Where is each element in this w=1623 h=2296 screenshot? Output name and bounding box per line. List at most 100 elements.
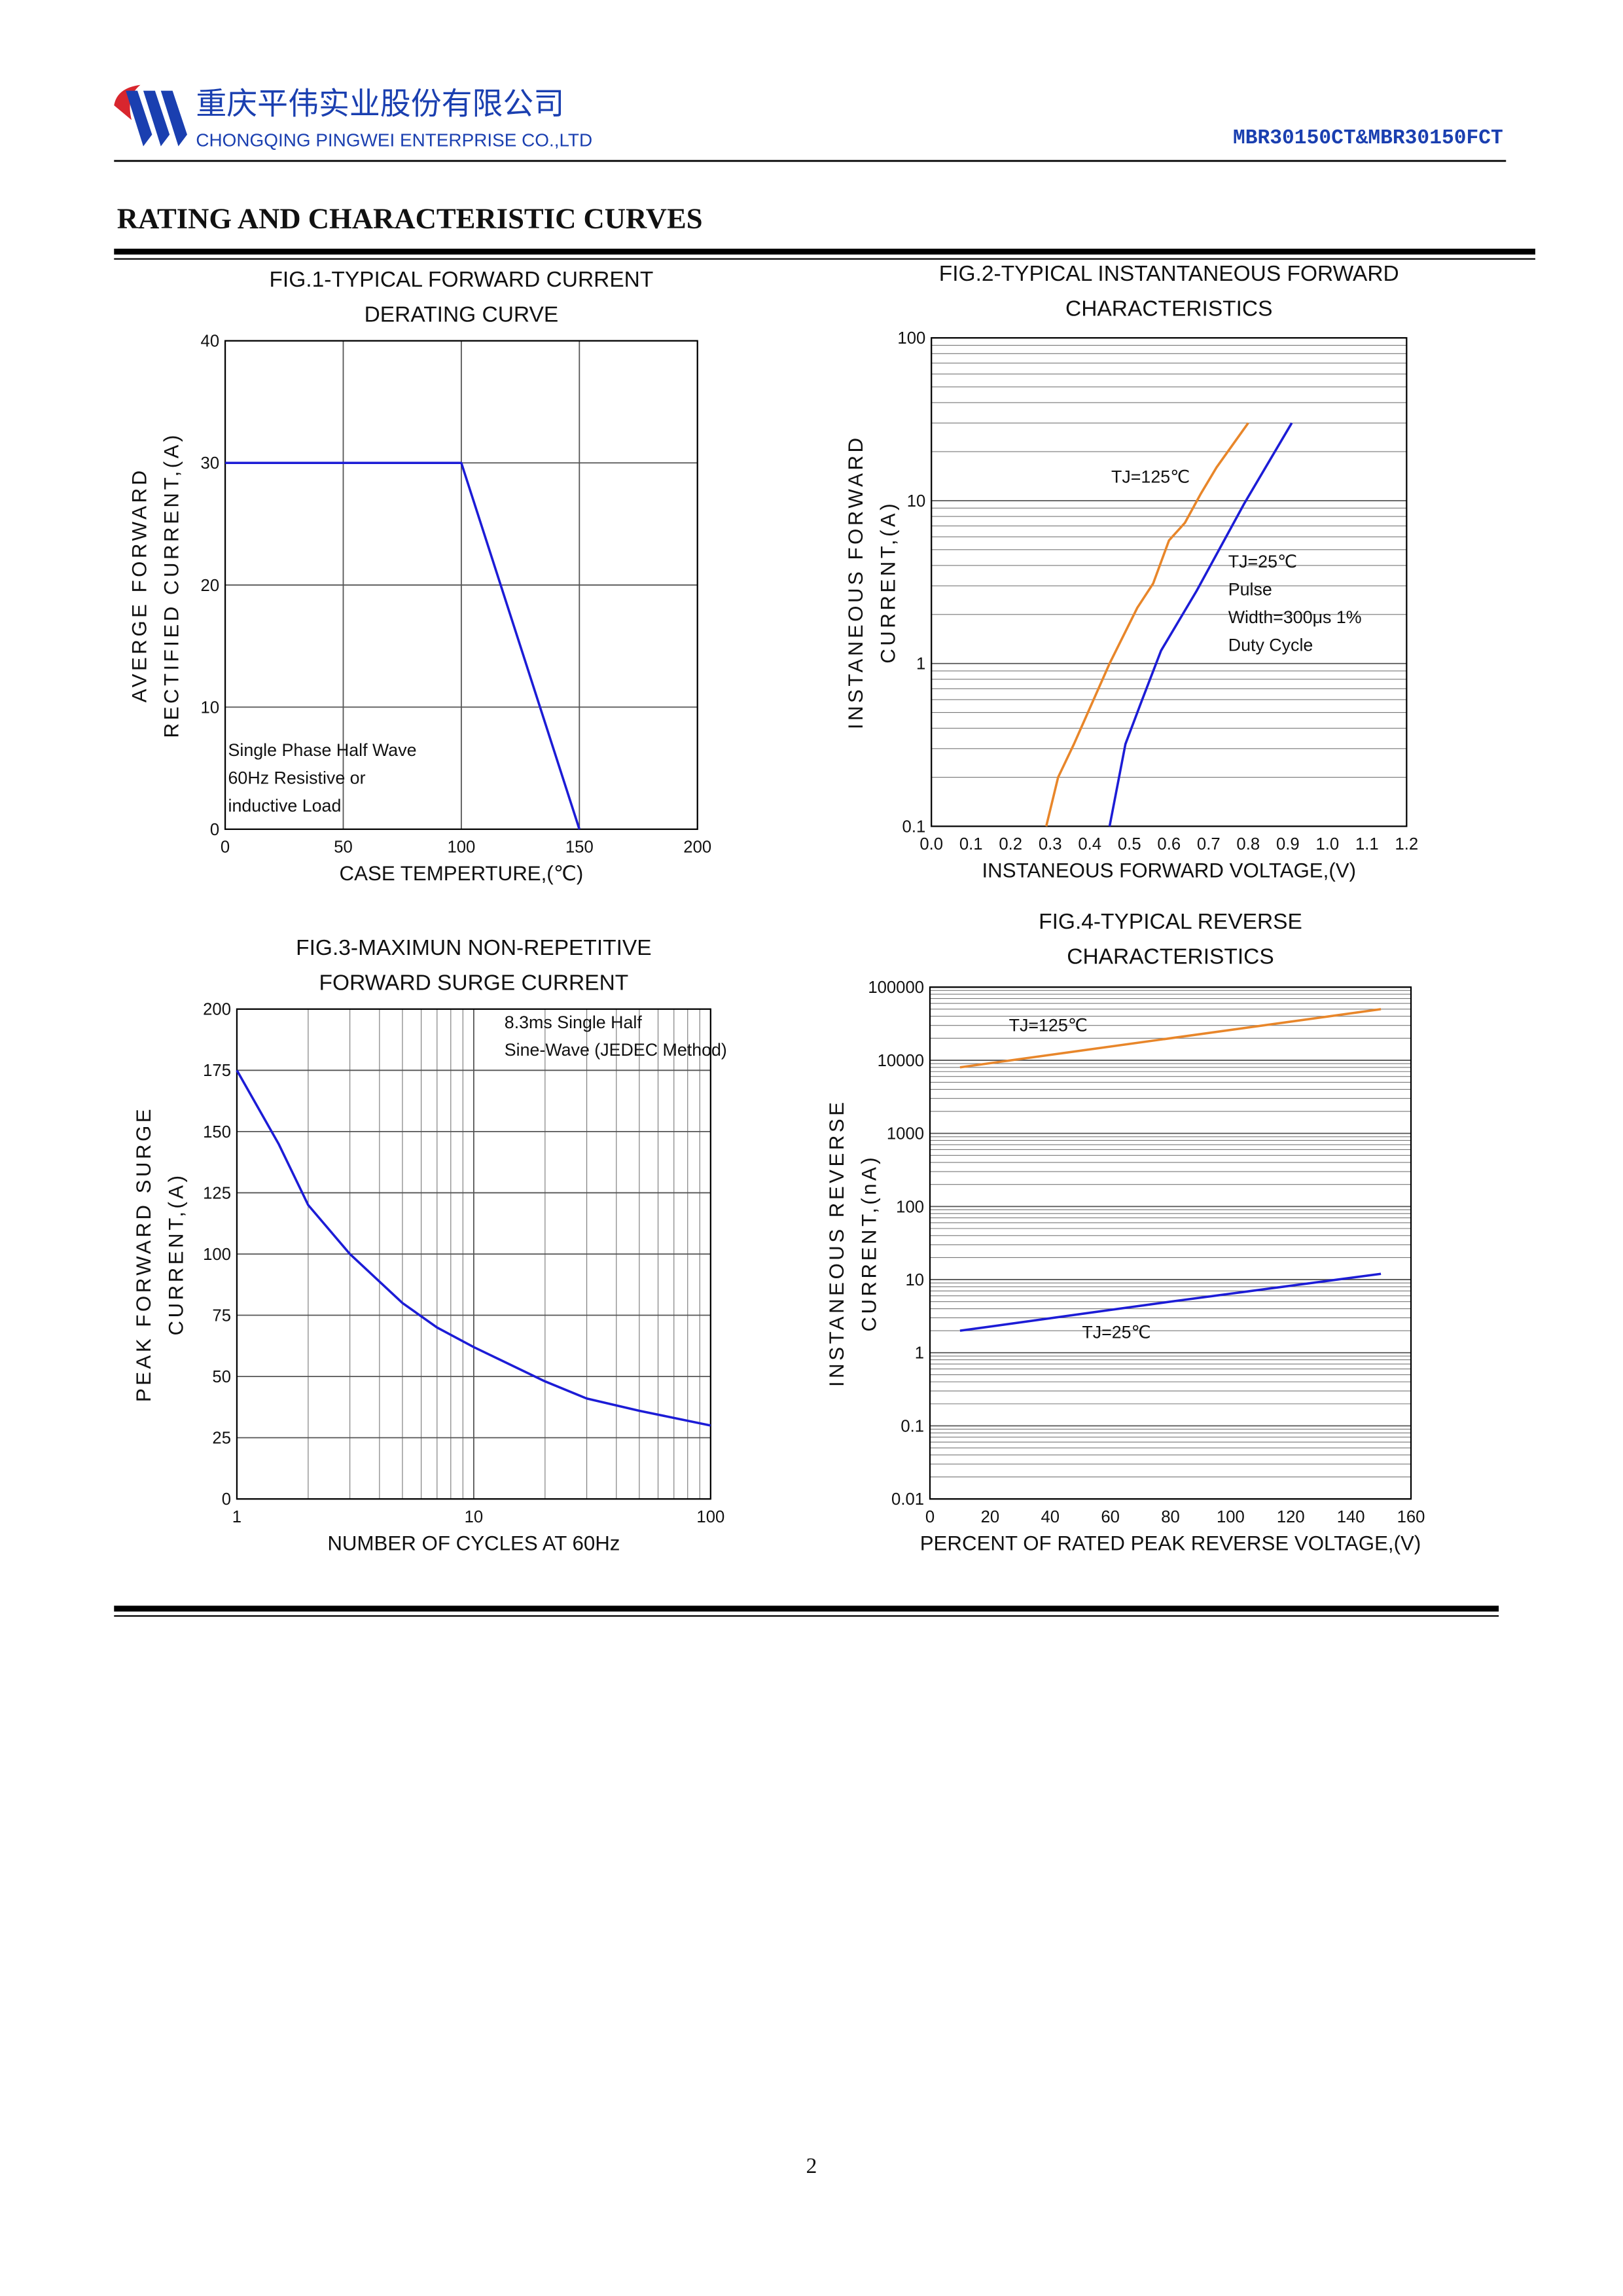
y-tick-label: 0.1 [901,1417,924,1435]
y-tick-label: 100000 [868,978,924,997]
plot-frame [929,986,1412,1500]
y-tick-label: 100 [203,1246,231,1264]
y-axis-label: INSTANEOUS REVERSE [825,1099,848,1386]
x-tick-label: 10 [465,1508,484,1526]
y-tick-label: 100 [897,329,925,348]
y-tick-label: 0 [210,821,219,839]
x-tick-label: 0.6 [1157,835,1181,853]
y-axis-label: PEAK FORWARD SURGE [132,1106,155,1402]
annotation: Single Phase Half Wave [228,740,417,760]
plot-frame [931,337,1408,827]
logo-red [114,84,141,120]
y-tick-label: 25 [212,1429,231,1448]
x-tick-label: 1.0 [1315,835,1339,853]
chart: 0.01 0.1 1 10 100 1000 10000 100000 0 20 40 60 80 100… [825,910,1425,1555]
y-tick-label: 0 [222,1490,231,1509]
series-label: TJ=125℃ [1009,1015,1088,1035]
x-tick-label: 140 [1337,1508,1365,1526]
x-tick-label: 60 [1101,1508,1120,1526]
chart: 0 25 50 75 100 125 150 175 200 1 10 100 FIG.3-MAXIMU… [132,936,727,1554]
y-tick-label: 10 [907,492,926,511]
annotation: Sine-Wave (JEDEC Method) [505,1040,727,1060]
x-tick-label: 1.2 [1395,835,1418,853]
chart-title: CHARACTERISTICS [1067,944,1274,969]
x-tick-label: 1 [232,1508,241,1526]
x-tick-label: 0.4 [1078,835,1101,853]
series-line [1044,422,1249,827]
company-en: CHONGQING PINGWEI ENTERPRISE CO.,LTD [196,130,592,151]
section-title: RATING AND CHARACTERISTIC CURVES [117,202,703,235]
x-tick-label: 200 [683,838,711,857]
logo-blue-3 [160,90,187,147]
series-label: TJ=25℃ [1082,1322,1150,1342]
logo-blue-1 [126,90,152,147]
y-tick-label: 10000 [878,1052,924,1070]
annotation: 60Hz Resistive or [228,768,366,788]
y-axis-label: RECTIFIED CURRENT,(A) [160,432,183,738]
logo [114,84,187,147]
x-tick-label: 0.9 [1276,835,1300,853]
y-tick-label: 200 [203,1001,231,1019]
annotation: Width=300μs 1% [1228,607,1362,627]
y-axis-label: CURRENT,(A) [876,501,899,664]
y-tick-label: 125 [203,1184,231,1202]
x-axis-label: CASE TEMPERTURE,(℃) [340,862,584,885]
chart-title: FIG.3-MAXIMUN NON-REPETITIVE [296,936,651,960]
y-tick-label: 0.1 [902,817,926,836]
y-tick-label: 100 [896,1198,924,1216]
x-tick-label: 120 [1277,1508,1305,1526]
y-tick-label: 75 [212,1306,231,1325]
chart-title: FORWARD SURGE CURRENT [319,971,629,996]
page-number: 2 [806,2154,817,2178]
chart-title: CHARACTERISTICS [1065,297,1272,321]
y-tick-label: 10 [201,698,220,717]
chart-title: FIG.4-TYPICAL REVERSE [1039,910,1302,934]
section-rule-thick [114,248,1535,255]
x-tick-label: 0.0 [919,835,943,853]
y-tick-label: 175 [203,1062,231,1080]
x-axis-label: NUMBER OF CYCLES AT 60Hz [327,1532,620,1554]
x-tick-label: 160 [1397,1508,1425,1526]
x-tick-label: 0.3 [1039,835,1062,853]
y-tick-label: 1 [915,1344,924,1363]
chart: 0 10 20 30 40 0 50 100 150 200 FIG.1-TYPICAL FORWA… [128,268,711,885]
x-tick-label: 0.1 [959,835,983,853]
chart-title: FIG.1-TYPICAL FORWARD CURRENT [269,268,653,292]
series-line [1108,422,1293,827]
annotation: 8.3ms Single Half [505,1013,643,1032]
x-tick-label: 1.1 [1355,835,1379,853]
x-axis-label: INSTANEOUS FORWARD VOLTAGE,(V) [982,859,1357,882]
x-tick-label: 50 [334,838,353,857]
annotation: Pulse [1228,579,1272,599]
series-line [959,1272,1382,1332]
series-line [225,461,581,830]
plot-frame [236,1008,711,1500]
y-tick-label: 1 [916,655,925,673]
x-tick-label: 100 [447,838,475,857]
x-axis-label: PERCENT OF RATED PEAK REVERSE VOLTAGE,(V… [920,1532,1421,1554]
y-axis-label: INSTANEOUS FORWARD [844,435,867,729]
x-tick-label: 0.8 [1236,835,1260,853]
x-tick-label: 0.5 [1118,835,1141,853]
chart-title: FIG.2-TYPICAL INSTANTANEOUS FORWARD [939,262,1399,286]
logo-blue-2 [143,90,170,147]
y-tick-label: 1000 [887,1125,924,1143]
annotation: inductive Load [228,796,342,816]
x-tick-label: 150 [565,838,594,857]
y-tick-label: 20 [201,577,220,595]
y-tick-label: 150 [203,1123,231,1141]
y-tick-label: 50 [212,1368,231,1386]
series-label: TJ=125℃ [1111,467,1190,486]
y-axis-label: AVERGE FORWARD [128,467,151,702]
y-tick-label: 30 [201,454,220,473]
y-tick-label: 40 [201,332,220,351]
part-number: MBR30150CT&MBR30150FCT [1233,127,1503,150]
y-tick-label: 0.01 [891,1490,924,1509]
x-tick-label: 0.2 [999,835,1022,853]
chart-title: DERATING CURVE [365,303,559,327]
x-tick-label: 100 [1217,1508,1245,1526]
company-cn: 重庆平伟实业股份有限公司 [196,86,564,120]
series-label: TJ=25℃ [1228,552,1297,571]
